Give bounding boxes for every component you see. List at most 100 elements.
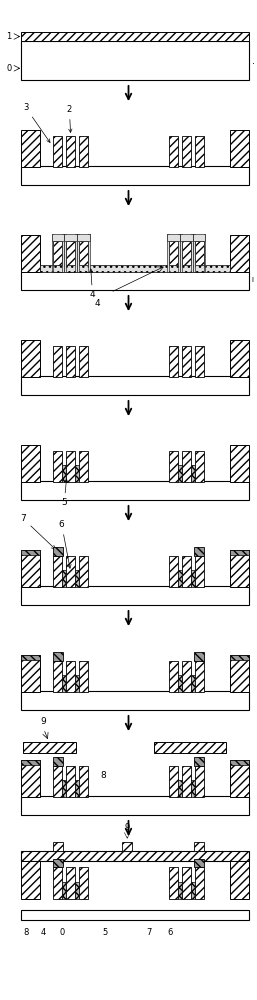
Bar xyxy=(66,241,75,272)
Bar xyxy=(195,241,204,272)
Bar xyxy=(182,451,191,482)
Bar xyxy=(53,661,62,692)
Bar xyxy=(62,675,66,692)
Bar xyxy=(21,166,249,185)
Bar xyxy=(21,586,249,605)
Bar xyxy=(88,234,90,272)
Bar xyxy=(79,346,88,377)
Bar xyxy=(169,451,178,482)
Bar xyxy=(53,757,63,766)
Bar xyxy=(21,340,40,377)
Text: 4: 4 xyxy=(89,269,95,299)
Bar xyxy=(62,882,66,899)
Bar xyxy=(79,867,88,899)
Bar xyxy=(182,556,191,587)
Bar xyxy=(21,691,249,710)
Text: 3: 3 xyxy=(23,103,50,142)
Bar xyxy=(53,451,62,482)
Bar xyxy=(191,780,195,797)
Bar xyxy=(53,859,63,867)
Bar xyxy=(230,655,249,692)
Bar xyxy=(79,766,88,797)
Bar xyxy=(182,136,191,167)
Bar xyxy=(230,445,249,482)
Bar xyxy=(122,842,132,851)
Text: 4: 4 xyxy=(41,928,46,937)
Bar xyxy=(75,675,79,692)
Bar xyxy=(169,766,178,797)
Text: 9: 9 xyxy=(41,717,47,726)
Bar xyxy=(169,136,178,167)
Text: 2: 2 xyxy=(67,105,72,132)
Bar xyxy=(169,241,178,272)
Bar xyxy=(21,796,249,815)
Bar xyxy=(62,234,64,272)
Text: 0: 0 xyxy=(6,64,12,73)
Bar xyxy=(230,655,249,660)
Bar xyxy=(53,346,62,377)
Bar xyxy=(21,271,249,290)
Bar xyxy=(21,235,40,272)
Bar xyxy=(230,130,249,167)
Bar xyxy=(21,655,40,660)
Bar xyxy=(75,882,79,899)
Bar xyxy=(178,570,182,587)
Bar xyxy=(195,766,204,797)
Bar xyxy=(79,661,88,692)
Bar xyxy=(64,234,66,272)
Bar xyxy=(194,842,204,851)
Bar xyxy=(204,234,206,272)
Bar xyxy=(53,547,63,556)
Bar xyxy=(77,234,90,241)
Bar xyxy=(40,265,230,272)
Bar xyxy=(182,661,191,692)
Bar xyxy=(23,742,76,753)
Bar xyxy=(21,550,40,555)
Bar xyxy=(191,675,195,692)
Bar xyxy=(178,675,182,692)
Bar xyxy=(154,742,226,753)
Bar xyxy=(195,346,204,377)
Bar xyxy=(21,41,249,80)
Bar xyxy=(66,346,75,377)
Bar xyxy=(178,882,182,899)
Bar xyxy=(62,780,66,797)
Bar xyxy=(167,234,169,272)
Bar xyxy=(21,760,40,765)
Bar xyxy=(62,465,66,482)
Bar xyxy=(53,136,62,167)
Bar xyxy=(178,780,182,797)
Text: 6: 6 xyxy=(59,520,71,568)
Bar xyxy=(230,340,249,377)
Text: 5: 5 xyxy=(61,479,68,507)
Bar xyxy=(66,661,75,692)
Bar xyxy=(178,234,180,272)
Bar xyxy=(79,556,88,587)
Bar xyxy=(195,136,204,167)
Text: I: I xyxy=(252,277,254,283)
Bar xyxy=(66,556,75,587)
Bar xyxy=(191,882,195,899)
Bar xyxy=(182,241,191,272)
Bar xyxy=(21,655,40,692)
Bar xyxy=(194,652,204,661)
Bar xyxy=(53,867,62,899)
Bar xyxy=(21,481,249,500)
Bar xyxy=(53,842,63,851)
Bar xyxy=(21,851,249,861)
Bar xyxy=(21,861,40,899)
Text: 5: 5 xyxy=(103,928,108,937)
Bar xyxy=(230,760,249,797)
Bar xyxy=(178,465,182,482)
Bar xyxy=(21,760,40,797)
Bar xyxy=(194,859,204,867)
Bar xyxy=(79,136,88,167)
Bar xyxy=(21,32,249,41)
Bar xyxy=(79,451,88,482)
Text: 1: 1 xyxy=(6,32,12,41)
Bar xyxy=(169,661,178,692)
Bar xyxy=(167,234,180,241)
Bar xyxy=(53,556,62,587)
Bar xyxy=(195,867,204,899)
Text: 9: 9 xyxy=(125,823,130,832)
